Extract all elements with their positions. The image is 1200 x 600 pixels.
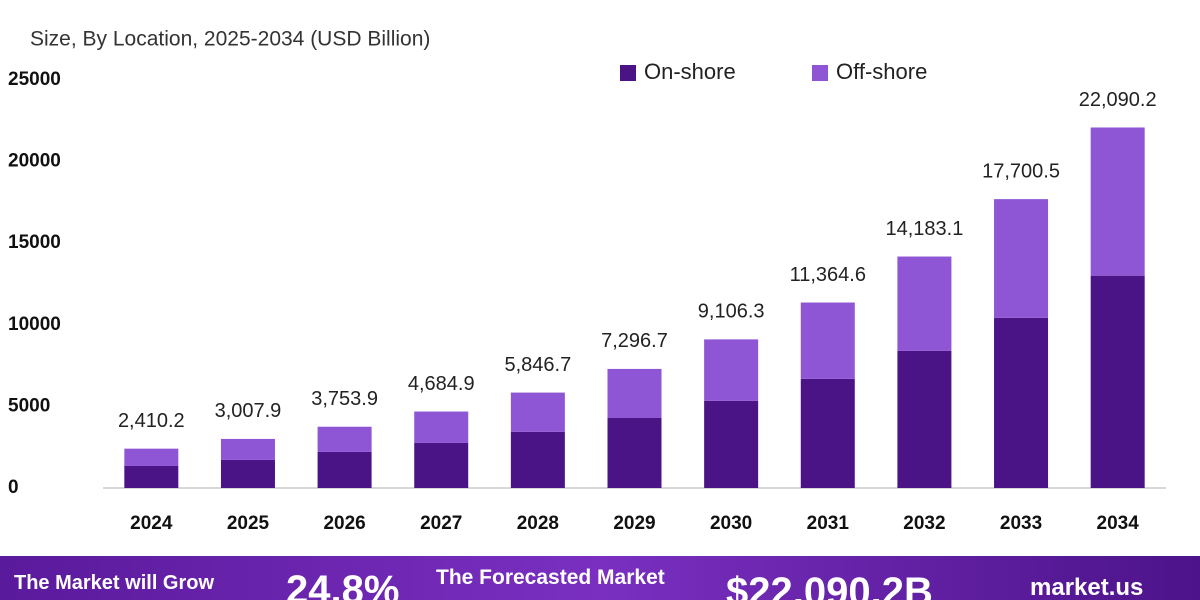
x-tick-label: 2030 bbox=[710, 513, 752, 534]
y-tick-label: 25000 bbox=[8, 69, 61, 90]
y-tick-label: 15000 bbox=[8, 232, 61, 253]
bar-segment bbox=[897, 350, 952, 488]
total-label: 3,007.9 bbox=[215, 400, 282, 422]
legend-label: On-shore bbox=[644, 59, 736, 84]
legend-swatch bbox=[620, 65, 636, 81]
banner-brand: market.us bbox=[1030, 574, 1144, 600]
bar-segment bbox=[220, 438, 275, 460]
bar-segment bbox=[607, 368, 662, 418]
legend-label: Off-shore bbox=[836, 59, 927, 84]
x-tick-label: 2025 bbox=[227, 513, 270, 534]
total-label: 17,700.5 bbox=[982, 160, 1060, 182]
banner-text: The Forecasted Market bbox=[436, 566, 665, 589]
total-label: 4,684.9 bbox=[408, 373, 475, 395]
x-tick-label: 2029 bbox=[613, 513, 655, 534]
bar-segment bbox=[704, 400, 759, 488]
bar-segment bbox=[124, 465, 179, 488]
banner-cagr: 24.8% bbox=[286, 568, 400, 600]
banner: The Market will Grow 24.8% The Forecaste… bbox=[0, 556, 1200, 600]
total-label: 2,410.2 bbox=[118, 410, 185, 432]
y-tick-label: 5000 bbox=[8, 395, 50, 416]
bar-segment bbox=[124, 448, 179, 466]
x-tick-label: 2026 bbox=[323, 513, 365, 534]
bar-segment bbox=[897, 256, 952, 351]
y-tick-label: 0 bbox=[8, 477, 19, 498]
total-label: 22,090.2 bbox=[1079, 89, 1157, 111]
bar-segment bbox=[414, 442, 469, 488]
legend-swatch bbox=[812, 65, 828, 81]
bar-segment bbox=[510, 431, 565, 488]
chart: Size, By Location, 2025-2034 (USD Billio… bbox=[8, 28, 1166, 534]
total-label: 3,753.9 bbox=[311, 388, 378, 410]
x-tick-label: 2033 bbox=[1000, 513, 1042, 534]
bar-segment bbox=[1090, 275, 1145, 488]
bar-segment bbox=[1090, 127, 1145, 276]
chart-subtitle: Size, By Location, 2025-2034 (USD Billio… bbox=[30, 28, 430, 51]
total-label: 7,296.7 bbox=[601, 330, 668, 352]
x-tick-label: 2032 bbox=[903, 513, 945, 534]
bar-segment bbox=[704, 339, 759, 401]
bar-segment bbox=[800, 378, 855, 488]
bar-segment bbox=[994, 317, 1049, 488]
bar-segment bbox=[994, 199, 1049, 318]
x-tick-label: 2031 bbox=[807, 513, 850, 534]
total-label: 5,846.7 bbox=[504, 354, 571, 376]
total-label: 9,106.3 bbox=[698, 301, 765, 323]
y-tick-label: 10000 bbox=[8, 314, 61, 335]
bar-segment bbox=[800, 302, 855, 379]
y-tick-label: 20000 bbox=[8, 151, 61, 172]
total-label: 14,183.1 bbox=[885, 218, 963, 240]
x-tick-label: 2028 bbox=[517, 513, 559, 534]
x-tick-label: 2027 bbox=[420, 513, 462, 534]
banner-value: $22,090.2B bbox=[726, 570, 933, 600]
bar-segment bbox=[317, 451, 372, 488]
bar-segment bbox=[607, 417, 662, 488]
x-tick-label: 2024 bbox=[130, 513, 173, 534]
bar-segment bbox=[414, 411, 469, 443]
total-label: 11,364.6 bbox=[790, 264, 866, 286]
x-tick-label: 2034 bbox=[1097, 513, 1140, 534]
bar-segment bbox=[220, 459, 275, 488]
bar-segment bbox=[317, 426, 372, 452]
banner-text: The Market will Grow bbox=[14, 572, 215, 594]
bar-segment bbox=[510, 392, 565, 432]
